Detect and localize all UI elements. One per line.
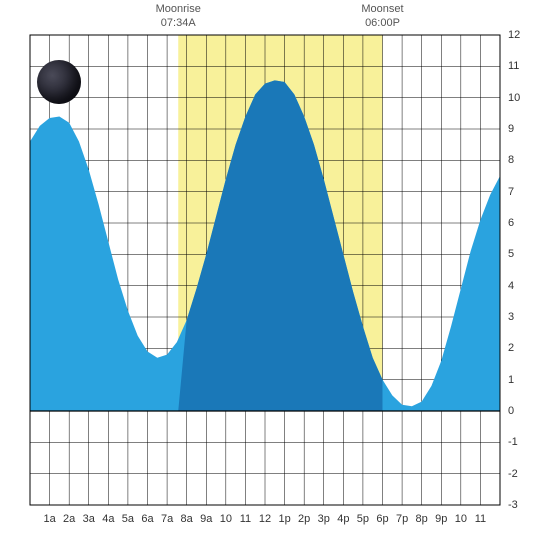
x-tick-label: 5p (357, 513, 369, 525)
moonset-annotation: Moonset06:00P (353, 2, 413, 31)
x-tick-label: 6a (141, 513, 153, 525)
y-tick-label: 0 (508, 405, 514, 417)
x-tick-label: 11 (475, 513, 486, 525)
x-tick-label: 6p (376, 513, 388, 525)
moonrise-time: 07:34A (148, 16, 208, 30)
y-tick-label: 1 (508, 374, 514, 386)
x-tick-label: 10 (220, 513, 232, 525)
x-tick-label: 2a (63, 513, 75, 525)
x-tick-label: 8a (181, 513, 193, 525)
y-tick-label: 8 (508, 154, 514, 166)
x-tick-label: 12 (259, 513, 271, 525)
y-tick-label: 3 (508, 311, 514, 323)
y-tick-label: 2 (508, 342, 514, 354)
y-tick-label: 9 (508, 123, 514, 135)
x-tick-label: 3a (83, 513, 95, 525)
x-tick-label: 9a (200, 513, 212, 525)
x-tick-label: 5a (122, 513, 134, 525)
x-tick-label: 4p (337, 513, 349, 525)
x-tick-label: 10 (455, 513, 467, 525)
x-tick-label: 1p (278, 513, 290, 525)
x-tick-label: 9p (435, 513, 447, 525)
y-tick-label: 12 (508, 29, 520, 41)
y-tick-label: -3 (508, 499, 518, 511)
x-tick-label: 7p (396, 513, 408, 525)
y-tick-label: 11 (508, 60, 519, 72)
y-tick-label: -1 (508, 436, 518, 448)
x-tick-label: 11 (240, 513, 251, 525)
y-tick-label: 4 (508, 280, 514, 292)
moonset-label: Moonset (353, 2, 413, 16)
y-tick-label: 5 (508, 248, 514, 260)
moonrise-annotation: Moonrise07:34A (148, 2, 208, 31)
moonrise-label: Moonrise (148, 2, 208, 16)
x-tick-label: 3p (318, 513, 330, 525)
y-tick-label: 6 (508, 217, 514, 229)
x-tick-label: 1a (43, 513, 55, 525)
x-tick-label: 8p (416, 513, 428, 525)
moonset-time: 06:00P (353, 16, 413, 30)
y-tick-label: -2 (508, 468, 518, 480)
x-tick-label: 2p (298, 513, 310, 525)
x-tick-label: 7a (161, 513, 173, 525)
tide-chart (0, 0, 550, 535)
x-tick-label: 4a (102, 513, 114, 525)
y-tick-label: 7 (508, 186, 514, 198)
y-tick-label: 10 (508, 92, 520, 104)
